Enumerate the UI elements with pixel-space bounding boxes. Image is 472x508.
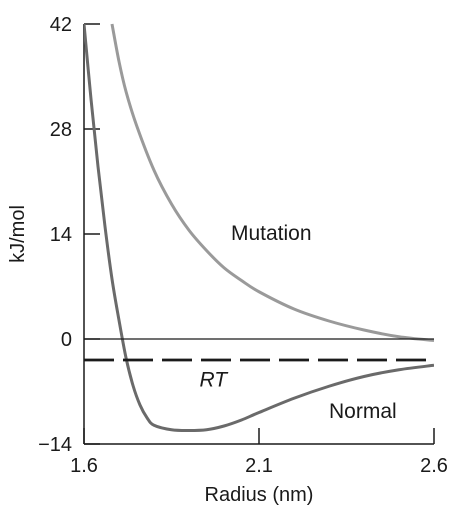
mutation-curve xyxy=(110,23,434,342)
lines-layer xyxy=(84,23,434,433)
axes-layer xyxy=(83,23,435,445)
x-tick-label: 2.6 xyxy=(420,455,448,477)
annotation-normal-label: Normal xyxy=(329,400,397,423)
annotation-mutation-label: Mutation xyxy=(231,222,312,245)
x-axis-title: Radius (nm) xyxy=(205,484,314,506)
x-tick-label: 2.1 xyxy=(245,455,273,477)
normal-curve xyxy=(84,23,434,433)
x-tick-label: 1.6 xyxy=(70,455,98,477)
y-tick-label: 0 xyxy=(61,329,72,351)
y-tick-label: 42 xyxy=(50,14,72,36)
labels-layer: −14 0 14 28 42 1.6 2.1 2.6 Radius (nm) kJ/mol Muta… xyxy=(7,14,448,506)
y-tick-label: 28 xyxy=(50,119,72,141)
y-tick-label: −14 xyxy=(38,434,72,456)
y-tick-label: 14 xyxy=(50,224,72,246)
y-axis-title: kJ/mol xyxy=(7,205,29,263)
annotation-rt-label: RT xyxy=(200,368,230,391)
